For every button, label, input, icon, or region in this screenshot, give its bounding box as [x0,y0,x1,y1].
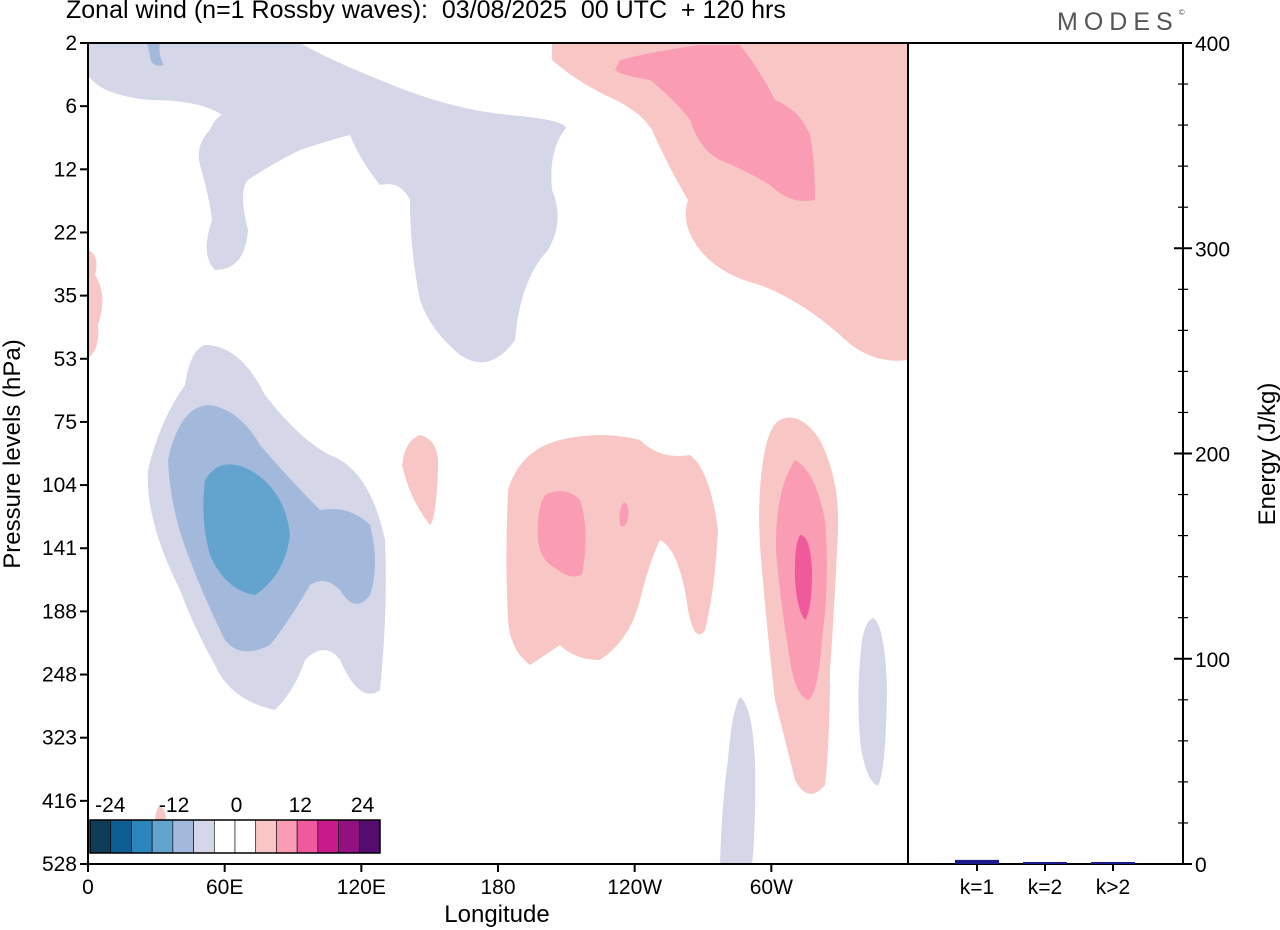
contour-pos-upper [552,43,908,361]
x-tick-label: 120W [607,876,662,899]
colorbar-frame [89,819,381,854]
contour-pos-left-edge [88,250,103,358]
contour-pos-pacific [506,435,718,665]
x-tick-label: 120E [337,876,386,899]
y-tick-label: 188 [42,600,77,623]
y-axis-label: Pressure levels (hPa) [0,339,26,568]
y-tick-label: 323 [42,727,77,750]
x-tick-label: 60W [750,876,793,899]
contour-pos-pacific-dot [619,502,629,527]
colorbar-label: -12 [159,794,189,817]
colorbar [89,819,381,854]
colorbar-label: -24 [95,794,126,817]
longitude-axis: 0 60E 120E 180 120W 60W [82,864,793,899]
brand-logo: MODES© [1057,8,1185,37]
colorbar-swatch [131,819,153,854]
energy-bar [1091,862,1135,864]
y-tick-label: 104 [42,474,77,497]
colorbar-swatch [172,819,194,854]
colorbar-swatch [151,819,174,854]
colorbar-label: 12 [289,794,312,817]
x-axis-label: Longitude [444,901,549,928]
wavenumber-axis: k=1 k=2 k>2 [960,864,1130,899]
pressure-axis: 2 6 12 22 35 53 75 104 141 188 248 323 416 528 [42,32,88,876]
brand-name: MODES [1057,8,1179,36]
y-tick-label: 12 [54,158,77,181]
y-tick-label: 248 [42,664,77,687]
colorbar-swatch [296,819,319,854]
wavenumber-tick-label: k>2 [1096,876,1130,899]
wavenumber-tick-label: k=1 [960,876,994,899]
y-tick-label: 6 [65,95,77,118]
contour-pos-small-west [402,435,439,525]
wavenumber-tick-label: k=2 [1028,876,1062,899]
energy-bar [1023,862,1067,864]
contour-pos-pacific-core [537,491,586,577]
y-tick-label: 35 [54,285,77,308]
energy-tick-label: 300 [1195,238,1230,261]
energy-axis: 0 100 200 300 400 [1174,33,1230,877]
contour-neg-lower-2 [858,618,887,786]
energy-tick-label: 0 [1195,854,1207,877]
brand-mark: © [1178,8,1185,17]
colorbar-swatch [317,819,339,854]
chart-title: Zonal wind (n=1 Rossby waves): 03/08/202… [66,0,786,24]
contour-field [88,43,908,864]
y-tick-label: 2 [65,32,77,55]
colorbar-label: 24 [351,794,375,817]
colorbar-swatch [89,819,112,854]
contour-neg-io-core [203,464,290,595]
colorbar-swatch [276,819,298,854]
colorbar-swatch [255,819,277,854]
energy-tick-label: 100 [1195,649,1230,672]
y-tick-label: 141 [42,537,77,560]
colorbar-swatch [193,819,215,854]
y-tick-label: 22 [54,221,77,244]
energy-axis-label: Energy (J/kg) [1254,383,1280,526]
y-tick-label: 75 [54,411,77,434]
colorbar-swatch [234,819,257,854]
colorbar-swatch [358,819,381,854]
y-tick-label: 416 [42,790,77,813]
colorbar-label: 0 [231,794,243,817]
x-tick-label: 0 [82,876,94,899]
x-tick-label: 180 [480,876,515,899]
contour-neg-upper-blob [147,43,164,66]
y-tick-label: 53 [54,348,77,371]
contour-pos-upper-core [615,45,815,201]
bar-plot-frame [907,42,1184,865]
contour-neg-lower-1 [720,697,756,864]
energy-tick-label: 200 [1195,444,1230,467]
colorbar-swatch [213,819,236,854]
contour-pos-americas-core [794,535,812,620]
contour-neg-upper [88,43,566,363]
colorbar-swatch [338,819,360,854]
colorbar-swatch [110,819,132,854]
energy-tick-label: 400 [1195,33,1230,56]
x-tick-label: 60E [206,876,243,899]
energy-bar [955,859,999,864]
energy-bars [955,859,1135,864]
y-tick-label: 528 [42,853,77,876]
colorbar-labels: -24 -12 0 12 24 [95,794,374,817]
